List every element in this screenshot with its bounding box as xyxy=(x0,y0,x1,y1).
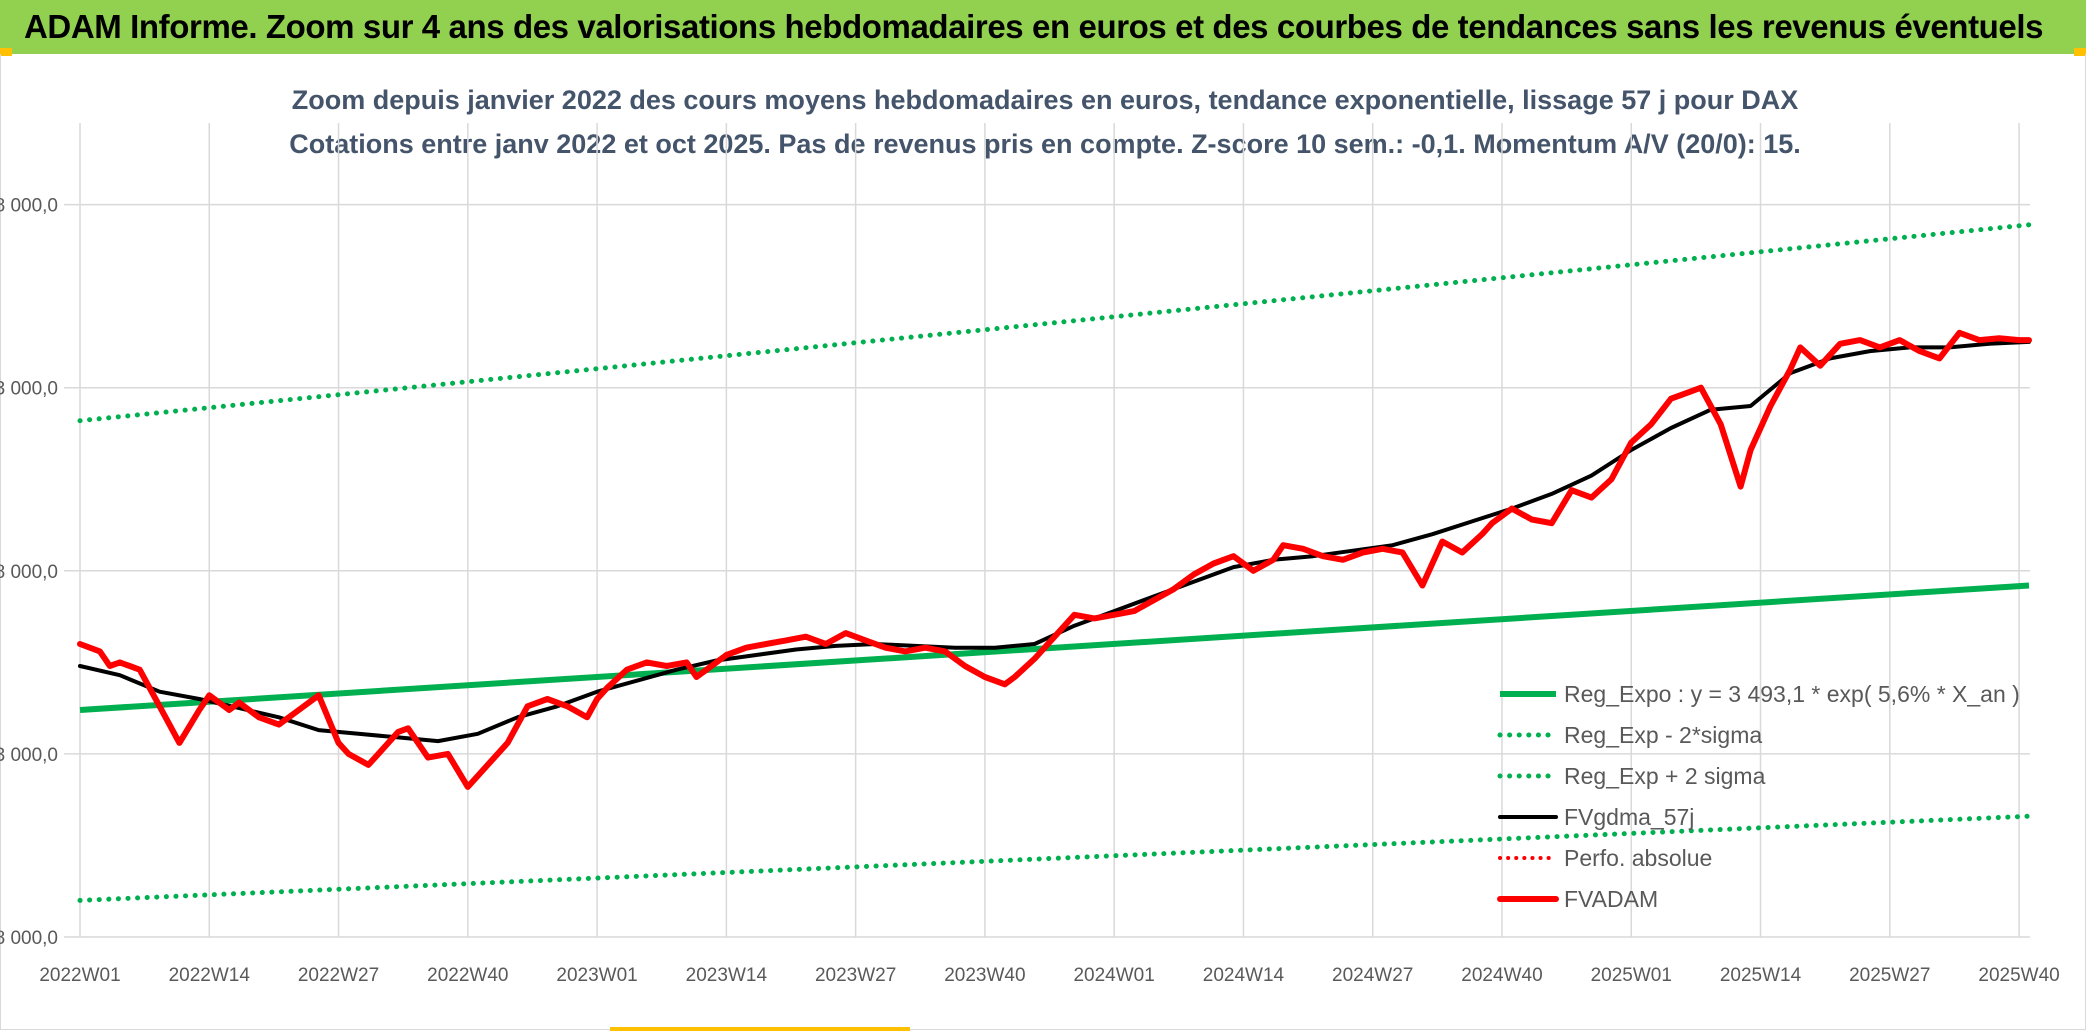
x-tick-label: 2025W14 xyxy=(1720,965,1802,986)
x-tick-label: 2024W40 xyxy=(1461,965,1542,986)
x-tick-label: 2025W01 xyxy=(1591,965,1672,986)
x-tick-label: 2023W14 xyxy=(686,965,768,986)
legend: Reg_Expo : y = 3 493,1 * exp( 5,6% * X_a… xyxy=(1497,681,2020,912)
y-tick-label: 18 000,0 xyxy=(0,562,58,583)
y-tick-label: 13 000,0 xyxy=(0,745,58,766)
x-tick-label: 2024W14 xyxy=(1203,965,1285,986)
banner-accent-right xyxy=(2074,48,2086,56)
bottom-accent-bar xyxy=(610,1027,910,1031)
header-banner: ADAM Informe. Zoom sur 4 ans des valoris… xyxy=(0,0,2086,54)
x-tick-label: 2023W01 xyxy=(556,965,637,986)
x-tick-label: 2024W01 xyxy=(1073,965,1154,986)
legend-label: FVgdma_57j xyxy=(1564,804,1694,830)
x-tick-label: 2022W14 xyxy=(169,965,251,986)
y-tick-label: 8 000,0 xyxy=(0,928,58,949)
legend-label: Reg_Exp - 2*sigma xyxy=(1564,722,1762,748)
series-line-reg-expo xyxy=(79,582,2030,713)
x-tick-label: 2025W40 xyxy=(1978,965,2059,986)
legend-label: Reg_Exp + 2 sigma xyxy=(1564,763,1766,789)
banner-title: ADAM Informe. Zoom sur 4 ans des valoris… xyxy=(24,8,2044,45)
x-tick-label: 2024W27 xyxy=(1332,965,1413,986)
legend-label: Reg_Expo : y = 3 493,1 * exp( 5,6% * X_a… xyxy=(1564,681,2020,707)
legend-label: FVADAM xyxy=(1564,886,1658,912)
y-tick-label: 28 000,0 xyxy=(0,196,58,217)
y-tick-label: 23 000,0 xyxy=(0,379,58,400)
x-tick-label: 2022W27 xyxy=(298,965,379,986)
x-tick-label: 2022W01 xyxy=(39,965,120,986)
x-tick-label: 2023W27 xyxy=(815,965,896,986)
series-line-reg-exp xyxy=(77,222,2032,424)
series-layer xyxy=(77,222,2032,903)
series-line-reg-exp xyxy=(77,813,2032,903)
grid-layer xyxy=(64,123,2030,938)
legend-label: Perfo. absolue xyxy=(1564,845,1712,871)
axis-layer: 8 000,0 13 000,0 18 000,0 23 000,0 28 000,0 2… xyxy=(0,196,2060,986)
x-tick-label: 2025W27 xyxy=(1849,965,1930,986)
banner-accent-left xyxy=(0,48,12,56)
x-tick-label: 2022W40 xyxy=(427,965,508,986)
chart-title: Zoom depuis janvier 2022 des cours moyen… xyxy=(292,85,1799,115)
x-tick-label: 2023W40 xyxy=(944,965,1025,986)
series-line-fvadam xyxy=(77,329,2032,790)
chart-subtitle: Cotations entre janv 2022 et oct 2025. P… xyxy=(289,129,1801,159)
